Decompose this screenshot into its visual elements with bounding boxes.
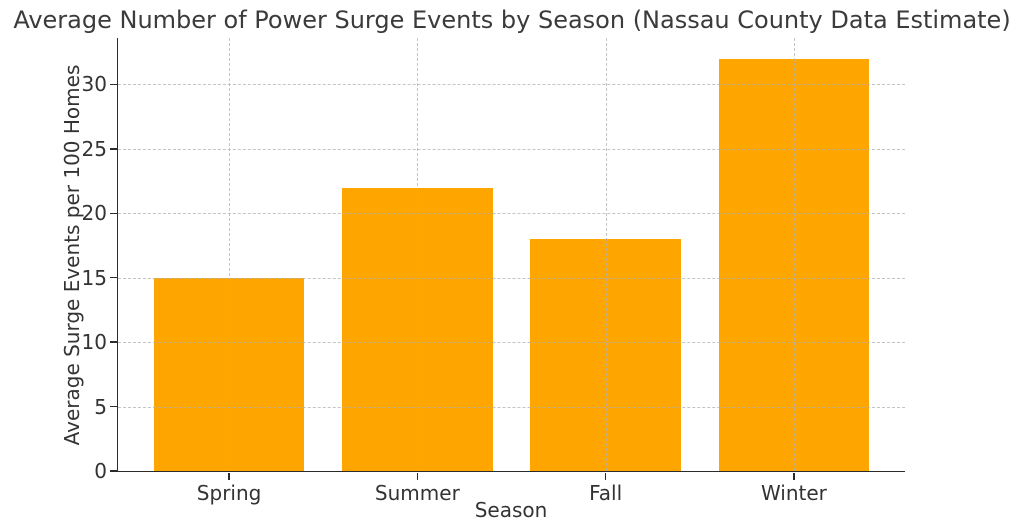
x-tick-label: Winter	[760, 481, 827, 505]
bar-spring	[153, 277, 305, 471]
bar-summer	[342, 187, 493, 471]
x-tick-mark	[228, 472, 230, 480]
x-tick-label: Summer	[374, 481, 460, 505]
x-gridline	[417, 38, 419, 471]
x-tick-label: Fall	[589, 481, 623, 505]
y-tick-label: 20	[81, 201, 107, 226]
y-tick-mark	[109, 83, 117, 86]
y-tick-label: 30	[81, 72, 107, 97]
x-axis-label: Season	[474, 498, 548, 522]
y-gridline	[118, 84, 905, 86]
plot-area: 0 5 10 15 20 25 30 Spring Summer Fall Winter	[82, 38, 905, 505]
y-tick-label: 15	[81, 265, 107, 290]
x-gridline	[605, 38, 607, 471]
x-tick-mark	[793, 472, 795, 480]
y-tick-label: 5	[94, 394, 107, 419]
y-tick-label: 10	[81, 330, 107, 355]
y-gridline	[118, 342, 905, 344]
y-tick-mark	[109, 470, 117, 472]
x-gridline	[793, 38, 795, 471]
y-tick-mark	[109, 276, 117, 279]
y-tick-mark	[109, 148, 117, 150]
x-gridline	[229, 38, 231, 471]
y-gridline	[118, 148, 905, 150]
y-gridline	[118, 277, 905, 279]
x-tick-mark	[416, 472, 419, 480]
bar-winter	[718, 58, 870, 471]
chart-title: Average Number of Power Surge Events by …	[13, 6, 1011, 34]
y-gridline	[118, 406, 905, 408]
y-tick-label: 0	[94, 459, 107, 483]
y-tick-label: 25	[81, 136, 107, 161]
y-tick-mark	[109, 341, 117, 343]
y-gridline	[118, 213, 905, 215]
x-tick-label: Spring	[196, 481, 262, 505]
x-tick-mark	[604, 472, 607, 480]
y-axis-label: Average Surge Events per 100 Homes	[60, 64, 84, 446]
y-tick-mark	[109, 405, 117, 408]
y-tick-mark	[109, 212, 117, 214]
